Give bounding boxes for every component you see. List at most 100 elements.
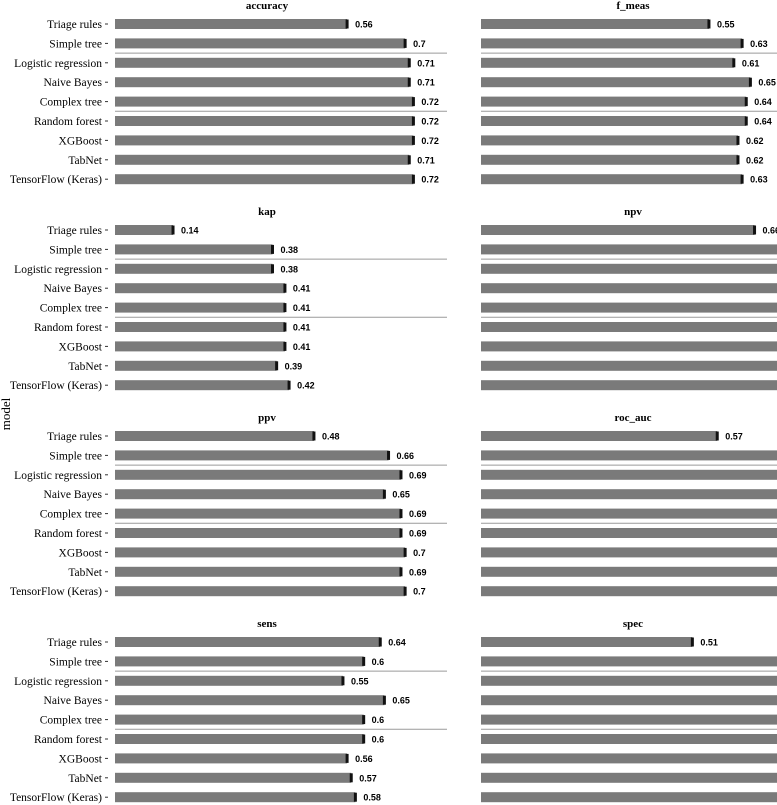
bar (115, 792, 356, 803)
data-label: 0.71 (417, 58, 435, 68)
category-label: Logistic regression (14, 470, 102, 482)
bar (481, 792, 777, 803)
category-label: Random forest (34, 322, 103, 334)
category-label: Naive Bayes (44, 77, 103, 89)
category-label: TabNet (68, 361, 102, 373)
bar (481, 380, 777, 391)
bar (115, 322, 285, 332)
category-label: Simple tree (49, 244, 102, 256)
panel-f-meas: f_meas 0.55 0.63 0.61 0.65 0.64 0.64 0.62 0.62 0.… (481, 0, 777, 185)
category-label: XGBoost (59, 341, 103, 353)
panel-ppv: ppv 0.48 Triage rules 0.66 Simple tree 0.69 Lo… (10, 412, 447, 598)
data-label: 0.66 (397, 451, 415, 461)
bar (115, 263, 273, 274)
category-label: TensorFlow (Keras) (10, 586, 102, 598)
data-label: 0.63 (750, 39, 768, 49)
bar (481, 675, 777, 686)
bar (481, 528, 777, 538)
bar (115, 714, 364, 725)
data-label: 0.66 (763, 226, 777, 236)
bar (115, 360, 277, 371)
data-label: 0.65 (392, 696, 410, 706)
bar (115, 380, 290, 391)
bar (481, 547, 777, 558)
data-label: 0.69 (409, 509, 427, 519)
data-label: 0.72 (421, 117, 439, 127)
panel-title: f_meas (617, 0, 651, 12)
data-label: 0.56 (355, 20, 373, 30)
bar (115, 566, 401, 577)
data-label: 0.41 (293, 303, 311, 313)
bar (115, 547, 406, 558)
bar (481, 450, 777, 461)
data-label: 0.7 (413, 587, 426, 597)
data-label: 0.14 (181, 226, 199, 236)
bar (115, 469, 401, 480)
panel-title: sens (257, 618, 277, 630)
bar (481, 695, 777, 706)
bar (481, 263, 777, 274)
bar (115, 431, 314, 441)
data-label: 0.7 (413, 548, 426, 558)
data-label: 0.55 (717, 20, 735, 30)
bar (115, 656, 364, 667)
data-label: 0.6 (372, 715, 385, 725)
category-label: TensorFlow (Keras) (10, 380, 102, 392)
bar (115, 341, 285, 352)
data-label: 0.41 (293, 342, 311, 352)
data-label: 0.41 (293, 323, 311, 333)
bar (481, 431, 718, 441)
data-label: 0.69 (409, 529, 427, 539)
category-label: Simple tree (49, 450, 102, 462)
bar (481, 734, 777, 744)
category-label: Triage rules (47, 225, 102, 237)
bar (115, 586, 406, 597)
bar (115, 38, 406, 49)
bar (481, 508, 777, 519)
category-label: Naive Bayes (44, 489, 103, 501)
data-label: 0.58 (363, 793, 381, 803)
y-axis-title: model (0, 397, 13, 430)
data-label: 0.61 (742, 58, 760, 68)
data-label: 0.48 (322, 432, 340, 442)
bar (481, 225, 755, 235)
data-label: 0.69 (409, 567, 427, 577)
panel-accuracy: accuracy 0.56 Triage rules 0.7 Simple tree 0.… (10, 0, 447, 186)
category-label: Triage rules (47, 431, 102, 443)
data-label: 0.65 (392, 490, 410, 500)
bar (115, 225, 174, 235)
category-label: TabNet (68, 155, 102, 167)
bar (481, 469, 777, 480)
category-label: TabNet (68, 773, 102, 785)
bar (115, 637, 381, 647)
bar (481, 116, 747, 126)
bar (115, 96, 414, 107)
bar (481, 77, 751, 88)
bar (115, 174, 414, 185)
category-label: Logistic regression (14, 58, 102, 70)
bar (115, 528, 401, 538)
panel-title: spec (623, 618, 643, 630)
bar (115, 695, 385, 706)
panel-title: npv (624, 206, 642, 218)
data-label: 0.57 (725, 432, 743, 442)
panel-sens: sens 0.64 Triage rules 0.6 Simple tree 0.55 Lo… (10, 618, 447, 804)
bar (481, 586, 777, 597)
bar (481, 174, 743, 185)
category-label: Naive Bayes (44, 283, 103, 295)
bar (481, 714, 777, 725)
bar (481, 283, 777, 294)
bar (481, 566, 777, 577)
bar (115, 154, 410, 165)
bar (481, 154, 738, 165)
category-label: Random forest (34, 116, 103, 128)
data-label: 0.62 (746, 155, 764, 165)
bar (481, 244, 777, 255)
bar (115, 77, 410, 88)
data-label: 0.64 (754, 117, 772, 127)
data-label: 0.38 (280, 245, 298, 255)
bar (481, 489, 777, 500)
bar (115, 57, 410, 68)
